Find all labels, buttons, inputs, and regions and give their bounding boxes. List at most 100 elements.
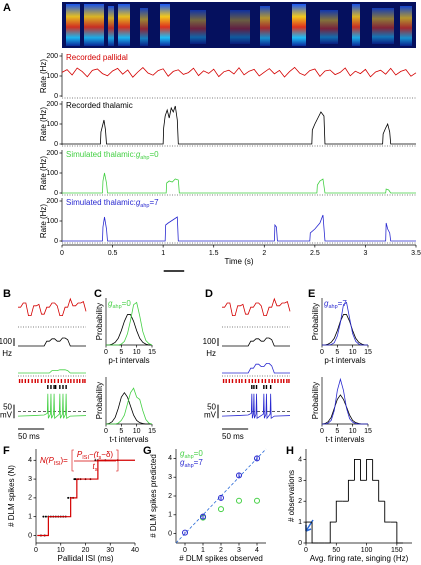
raster-tick	[263, 385, 265, 389]
series-label-part: ahp	[140, 203, 149, 209]
y-tick-label: 0	[54, 93, 58, 100]
histogram-bin	[384, 501, 391, 523]
y-axis-label: Probability	[95, 382, 104, 419]
raster-tick	[50, 379, 53, 383]
y-tick-label: 3	[298, 477, 302, 484]
density-curve	[322, 301, 368, 346]
raster-tick	[67, 379, 69, 383]
x-tick-label: 50	[332, 547, 340, 554]
raster-tick	[255, 385, 258, 389]
legend-label: gahp=7	[180, 458, 203, 469]
trace	[62, 214, 416, 242]
raster-tick	[251, 385, 253, 389]
y-axis-label: Probability	[311, 303, 320, 340]
y-tick-label: 0	[54, 238, 58, 245]
y-tick-label: 3	[28, 476, 32, 483]
x-tick-label: 0	[104, 349, 108, 356]
series-label: Recorded pallidal	[66, 53, 128, 62]
formula-den-part: t	[93, 462, 96, 471]
y-tick-label: 3	[168, 474, 172, 481]
raster-tick	[40, 379, 43, 383]
raster-tick	[286, 379, 288, 383]
formula-lhs-part: )=	[61, 456, 69, 465]
raster-tick	[21, 379, 23, 383]
legend-label-part: ahp	[184, 454, 193, 460]
trace	[61, 66, 417, 78]
voltage-trace	[221, 393, 291, 420]
raster-tick	[248, 379, 250, 383]
y-tick-label: 100	[46, 73, 58, 80]
x-axis-label: # DLM spikes observed	[179, 554, 263, 563]
legend-label-part: g	[324, 299, 329, 308]
y-tick-label: 1	[298, 519, 302, 526]
series-label-part: g	[136, 198, 141, 207]
point	[74, 478, 77, 481]
x-tick-label: 3	[237, 547, 241, 554]
x-tick-label: 5	[119, 349, 123, 356]
y-tick-label: 0	[54, 190, 58, 197]
panel-letter: C	[94, 288, 102, 300]
raster-tick	[34, 379, 36, 383]
x-tick-label: 0	[183, 547, 187, 554]
y-axis-label: # observations	[287, 470, 296, 522]
panel-letter: D	[205, 288, 213, 300]
histogram-bin	[305, 521, 313, 543]
x-axis-label: Pallidal ISI (ms)	[57, 554, 113, 563]
step-line	[37, 459, 135, 537]
panel-letter: G	[143, 445, 152, 457]
density-curve	[322, 314, 368, 346]
y-axis-label: Probability	[311, 382, 320, 419]
y-tick-label: 0	[298, 540, 302, 547]
legend-label: gahp=0	[108, 299, 131, 310]
density-curve	[106, 314, 152, 346]
scalebar-label: 50	[207, 403, 216, 412]
y-axis-label: # DLM spikes (N)	[7, 465, 16, 527]
y-tick-label: 1	[28, 514, 32, 521]
x-tick-label: 30	[106, 547, 114, 554]
raster-tick	[82, 379, 84, 383]
x-tick-label: 2.5	[310, 250, 320, 257]
raster-tick	[47, 385, 49, 389]
point	[218, 506, 224, 513]
series-label-part: Recorded pallidal	[66, 53, 128, 62]
raster-tick	[257, 379, 260, 383]
legend-label-part: =0	[122, 299, 132, 308]
raster-tick	[59, 385, 61, 389]
raster-tick	[231, 379, 234, 383]
x-tick-label: 5	[335, 428, 339, 435]
x-tick-label: 1.5	[209, 250, 219, 257]
legend-label: gahp=0	[180, 449, 203, 460]
histogram-bin	[354, 458, 361, 481]
scalebar-unit: mV	[204, 411, 217, 420]
histogram-bin	[396, 522, 403, 544]
raster-tick	[251, 379, 254, 383]
raster-tick	[64, 379, 66, 383]
point	[254, 455, 260, 462]
histogram-bin	[360, 459, 367, 481]
raster-tick	[79, 379, 81, 383]
series-label-part: =0	[149, 150, 159, 159]
raster-tick	[268, 379, 270, 383]
scalebar-label: 50	[3, 403, 12, 412]
raster-tick	[274, 379, 276, 383]
raster-tick	[62, 385, 64, 389]
point	[236, 472, 242, 479]
raster-tick	[65, 385, 67, 389]
histogram-bin	[347, 479, 355, 502]
raster-tick	[53, 379, 56, 383]
y-tick-label: 0	[28, 532, 32, 539]
x-tick-label: 10	[349, 428, 357, 435]
series-label-part: Simulated thalamic:	[66, 150, 136, 159]
legend-label-part: ahp	[184, 463, 193, 469]
point	[254, 497, 260, 504]
y-axis-label: Probability	[95, 303, 104, 340]
trace	[62, 172, 416, 194]
y-tick-label: 0	[168, 530, 172, 537]
raster-tick	[27, 379, 30, 383]
histogram-bin	[329, 521, 337, 543]
scalebar-label: 100	[203, 337, 217, 346]
scalebar-unit: mV	[0, 411, 13, 420]
x-tick-label: 0.5	[108, 250, 118, 257]
y-tick-label: 4	[298, 456, 302, 463]
y-axis-label: Rate (Hz)	[39, 204, 48, 239]
